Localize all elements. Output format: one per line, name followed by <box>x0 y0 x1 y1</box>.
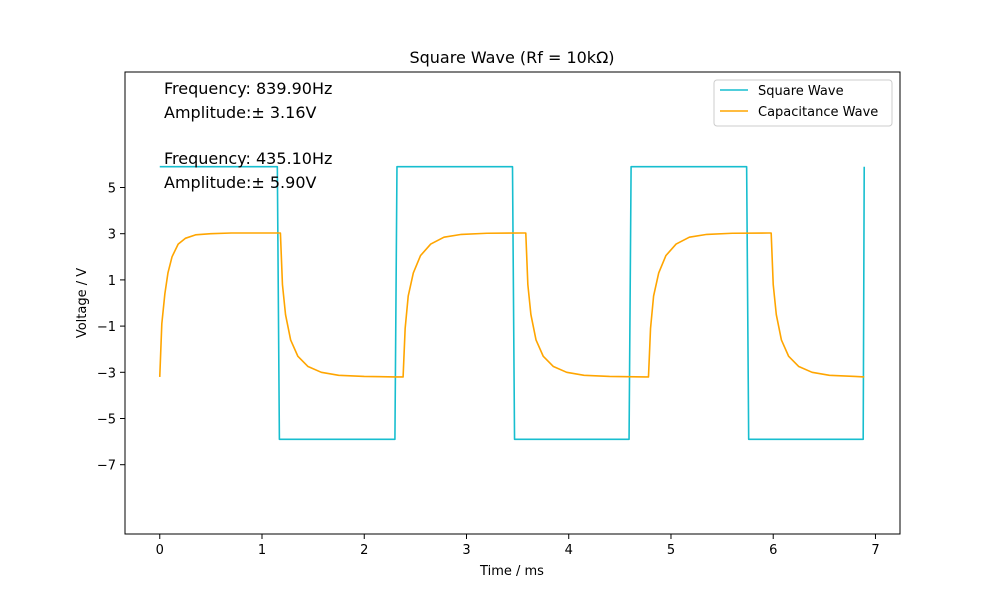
y-axis-label: Voltage / V <box>75 268 90 338</box>
chart-title: Square Wave (Rf = 10kΩ) <box>409 48 614 67</box>
legend-label-capacitance-wave: Capacitance Wave <box>758 105 878 120</box>
y-tick-label: −3 <box>97 366 116 381</box>
y-tick-label: −7 <box>97 459 116 474</box>
series-layer <box>158 165 866 441</box>
y-tick-label: 3 <box>108 228 116 243</box>
annotation-amplitude-1: Amplitude:± 3.16V <box>164 103 317 122</box>
x-tick-label: 6 <box>769 543 777 558</box>
x-tick-label: 5 <box>667 543 675 558</box>
annotation-frequency-1: Frequency: 839.90Hz <box>164 79 332 98</box>
y-axis: −7 −5 −3 −1 1 3 5 <box>97 182 125 474</box>
annotation-frequency-2: Frequency: 435.10Hz <box>164 149 332 168</box>
y-tick-label: 1 <box>108 274 116 289</box>
x-axis: 0 1 2 3 4 5 6 7 <box>156 534 880 558</box>
series-line-square-wave <box>159 165 866 441</box>
x-tick-label: 7 <box>871 543 879 558</box>
x-tick-label: 0 <box>156 543 164 558</box>
legend: Square Wave Capacitance Wave <box>713 79 893 127</box>
x-tick-label: 1 <box>258 543 266 558</box>
legend-box <box>713 79 893 127</box>
series-line-capacitance-wave <box>158 232 865 378</box>
plot-frame <box>124 71 901 535</box>
legend-label-square-wave: Square Wave <box>758 84 844 99</box>
x-tick-label: 4 <box>565 543 573 558</box>
annotations: Frequency: 839.90Hz Amplitude:± 3.16V Fr… <box>164 79 332 192</box>
y-tick-label: −1 <box>97 320 116 335</box>
x-tick-label: 3 <box>462 543 470 558</box>
y-tick-label: −5 <box>97 413 116 428</box>
annotation-amplitude-2: Amplitude:± 5.90V <box>164 173 317 192</box>
y-tick-label: 5 <box>108 182 116 197</box>
x-tick-label: 2 <box>360 543 368 558</box>
x-axis-label: Time / ms <box>479 564 544 579</box>
